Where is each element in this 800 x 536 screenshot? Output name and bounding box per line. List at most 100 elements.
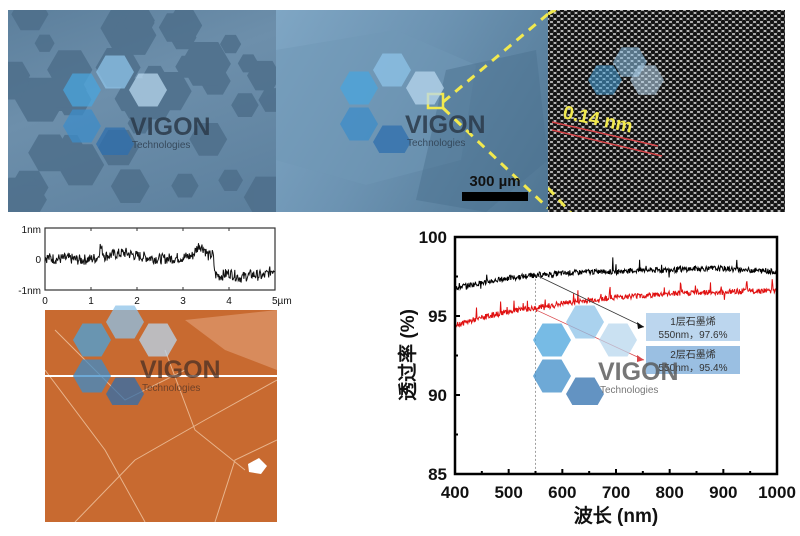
series-line-1layer [454,257,778,292]
profile-y-tick: 1nm [22,225,41,236]
series-line-2layer [455,279,778,328]
optical-large-graphic: 300 µm [276,12,548,212]
annotation-title: 2层石墨烯 [670,348,716,361]
logo-hexagon [73,359,111,393]
logo-hexagon [96,127,134,155]
logo-hexagon [340,107,378,141]
grain-region [416,50,548,212]
graphene-domain [243,176,276,212]
annotation-box [646,313,740,341]
annotation-value: 550nm，95.4% [659,363,728,374]
logo-hexagon [406,71,444,105]
graphene-domain [258,88,276,112]
graphene-domain [237,54,259,73]
transmittance-x-tick: 700 [602,483,630,502]
annotation-1layer: 1层石墨烯 550nm，97.6% [646,313,740,341]
logo-hexagon [588,65,622,95]
graphene-domain [158,13,192,42]
profile-series-line [44,243,276,283]
logo-hexagon [373,53,411,87]
vigon-watermark: VIGON Technologies [340,53,486,153]
logo-hexagon [533,323,571,357]
logo-hexagon [533,359,571,393]
profile-x-tick: 0 [42,296,48,307]
zoom-guide-line-top [442,12,548,104]
vigon-watermark: VIGON Technologies [533,305,679,405]
watermark-subtitle: Technologies [600,385,658,396]
zoom-guide-line-top [548,10,559,16]
optical-micrograph-large-domain: 300 µm [276,10,548,212]
annotation-title: 1层石墨烯 [670,315,716,328]
profile-x-tick: 3 [180,296,186,307]
zoom-guide-line-bottom [441,106,548,210]
transmittance-x-tick: 400 [441,483,469,502]
watermark-brand: VIGON [598,358,679,386]
profile-x-tick: 5µm [272,296,292,307]
transmittance-x-tick: 500 [494,483,522,502]
profile-y-tick: 0 [35,255,41,266]
logo-hexagon [106,305,144,339]
watermark-subtitle: Technologies [142,383,200,394]
zoom-guide-line-bottom [548,186,573,212]
watermark-brand: VIGON [130,113,211,141]
scale-bar [462,192,528,201]
graphene-domain [220,34,242,54]
annotation-arrow [535,274,645,328]
vigon-watermark: VIGON Technologies [73,305,221,405]
graphene-domain [218,169,243,191]
particle [248,458,267,474]
transmittance-y-axis-label: 透过率 (%) [396,309,419,401]
profile-x-tick: 4 [226,296,232,307]
arrowhead-icon [637,355,644,362]
logo-hexagon [630,65,664,95]
transmittance-y-tick: 90 [428,386,447,405]
lattice-measure-line [551,121,659,147]
transmittance-y-tick: 85 [428,465,447,484]
logo-hexagon [566,305,604,339]
annotation-box [646,346,740,374]
vigon-watermark-partial [588,47,664,95]
transmittance-x-axis-label: 波长 (nm) [574,504,658,527]
logo-hexagon [599,323,637,357]
watermark-brand: VIGON [405,111,486,139]
logo-hexagon [566,377,604,405]
transmittance-chart: 85 90 95 100 400 500 600 700 800 900 100… [396,228,796,527]
graphene-domain [180,42,231,86]
hexagon-logo-icon [588,47,664,95]
graphene-domain [189,123,228,156]
graphene-domain [231,93,259,117]
logo-hexagon [139,323,177,357]
transmittance-x-tick: 800 [655,483,683,502]
transmittance-x-tick: 1000 [758,483,796,502]
transmittance-x-tick: 900 [709,483,737,502]
grain-region [276,30,476,185]
logo-hexagon [129,73,167,107]
vigon-watermark: VIGON Technologies [63,55,211,155]
lattice-measure-line [551,129,663,157]
logo-hexagon [96,55,134,89]
annotation-2layer: 2层石墨烯 550nm，95.4% [646,346,740,374]
tem-lattice-image: 0.14 nm [548,10,785,212]
arrowhead-icon [637,322,644,329]
logo-hexagon [63,109,101,143]
logo-hexagon [63,73,101,107]
logo-hexagon [373,125,411,153]
logo-hexagon [73,323,111,357]
graphene-domain [8,65,30,100]
transmittance-x-tick: 600 [548,483,576,502]
graphene-domain [110,169,150,203]
profile-y-tick: -1nm [18,286,41,297]
scale-bar-label: 300 µm [469,173,520,190]
graphene-domain [123,10,155,37]
transmittance-y-tick: 95 [428,307,447,326]
watermark-brand: VIGON [140,356,221,384]
graphene-domain [34,34,55,52]
hexagon-logo-icon [533,305,637,405]
hexagon-logo-icon [73,305,177,405]
graphene-domain [171,173,199,198]
graphene-domain [15,185,44,210]
logo-hexagon [340,71,378,105]
hexagon-logo-icon [340,53,444,153]
graphene-lattice [548,10,785,212]
tem-lattice-graphic: 0.14 nm [548,10,785,212]
